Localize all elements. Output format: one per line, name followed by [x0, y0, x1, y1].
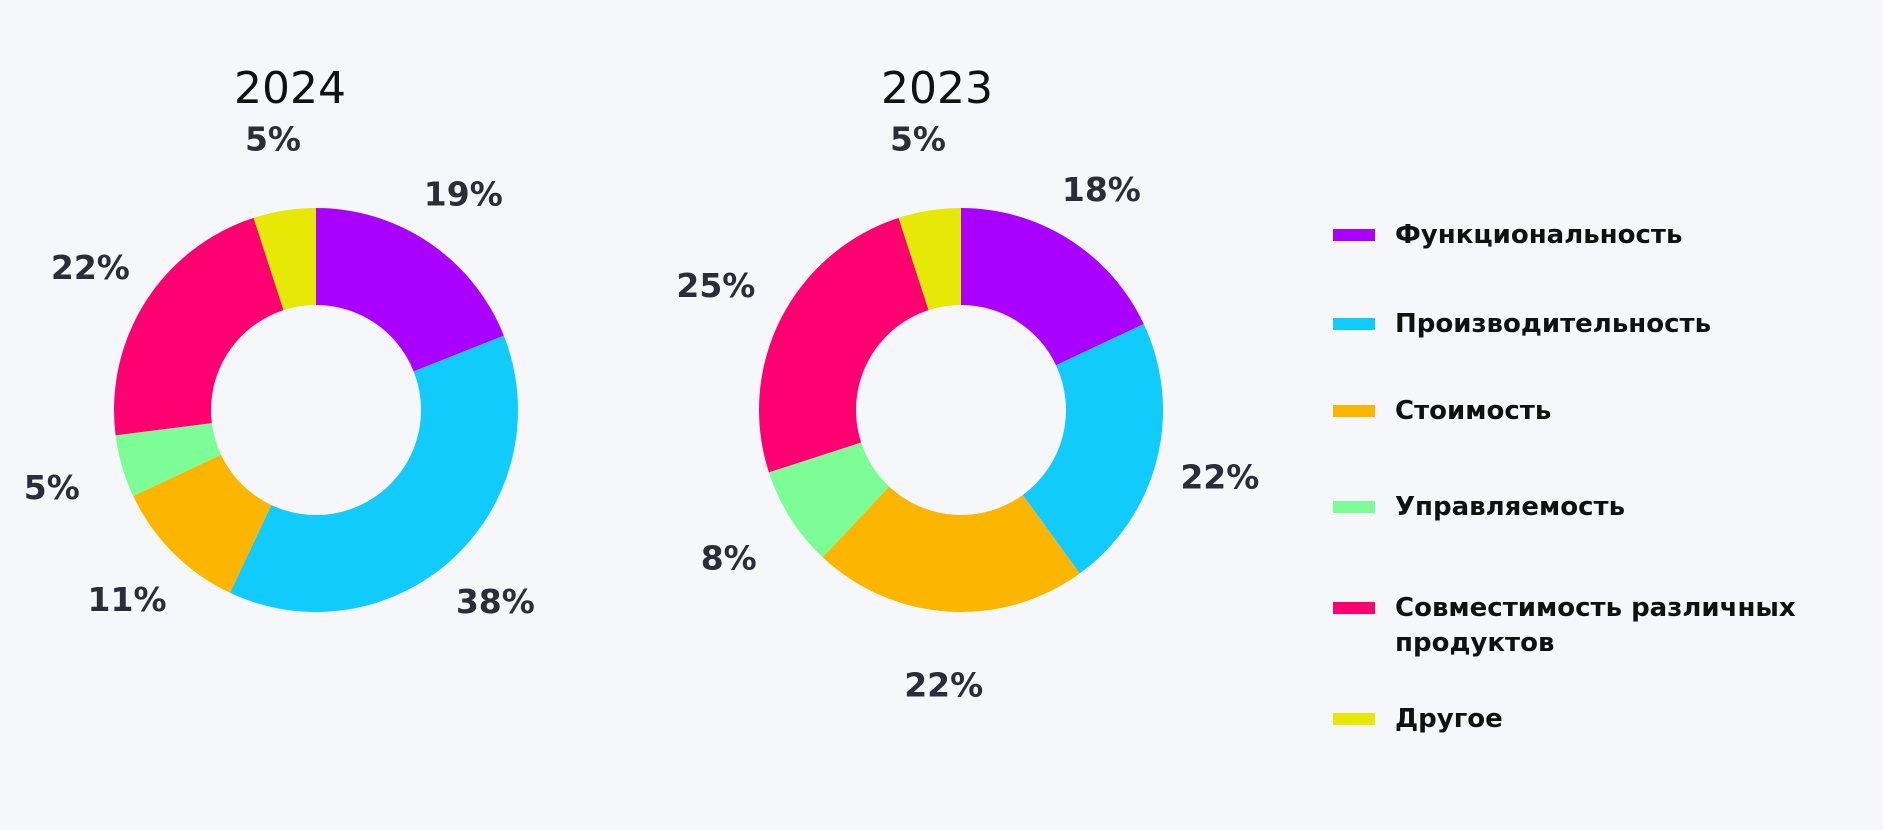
legend-item: Совместимость различных продуктов	[1333, 591, 1855, 661]
slice-label: 22%	[1180, 457, 1259, 496]
donut-slice-2	[1022, 323, 1163, 574]
slice-label: 22%	[51, 248, 130, 287]
slice-label: 18%	[1062, 170, 1141, 209]
legend-swatch	[1333, 318, 1375, 330]
legend-label: Другое	[1395, 704, 1503, 734]
donut-slice-6	[253, 208, 316, 311]
donut-slice-4	[115, 423, 221, 497]
slice-label: 5%	[890, 119, 946, 158]
legend-label: Совместимость различных продуктов	[1395, 593, 1796, 658]
donut-slice-2	[229, 335, 518, 612]
legend-item: Другое	[1333, 702, 1855, 737]
donut-slice-5	[113, 217, 284, 436]
slice-label: 25%	[676, 266, 755, 305]
slice-label: 11%	[88, 580, 167, 619]
legend-label: Стоимость	[1395, 396, 1552, 426]
slice-label: 22%	[904, 666, 983, 705]
legend-swatch	[1333, 229, 1375, 241]
legend-item: Управляемость	[1333, 490, 1855, 525]
legend-label: Производительность	[1395, 309, 1712, 339]
legend-label: Функциональность	[1395, 220, 1683, 250]
donut-slice-1	[961, 208, 1144, 366]
slice-label: 5%	[245, 119, 301, 158]
donut-slice-3	[133, 454, 272, 593]
chart-title: 2023	[881, 63, 993, 114]
slice-label: 5%	[24, 468, 80, 507]
donut-slice-3	[822, 486, 1080, 612]
legend-label: Управляемость	[1395, 492, 1626, 522]
donut-chart-2023: 2023 18% 22% 22% 8% 25% 5%	[676, 63, 1259, 705]
donut-slice-1	[316, 208, 504, 372]
legend-swatch	[1333, 501, 1375, 513]
legend-swatch	[1333, 713, 1375, 725]
legend-swatch	[1333, 405, 1375, 417]
donut-slice-4	[768, 442, 890, 558]
legend-item: Функциональность	[1333, 218, 1855, 253]
donut-slice-5	[759, 217, 929, 473]
chart-title: 2024	[234, 63, 346, 114]
legend-item: Производительность	[1333, 307, 1855, 342]
donut-chart-2024: 2024 19% 38% 11% 5% 22% 5%	[24, 63, 535, 621]
slice-label: 38%	[456, 582, 535, 621]
legend-item: Стоимость	[1333, 394, 1855, 429]
donut-slice-6	[898, 208, 961, 311]
legend-swatch	[1333, 602, 1375, 614]
slice-label: 19%	[424, 174, 503, 213]
slice-label: 8%	[701, 538, 757, 577]
